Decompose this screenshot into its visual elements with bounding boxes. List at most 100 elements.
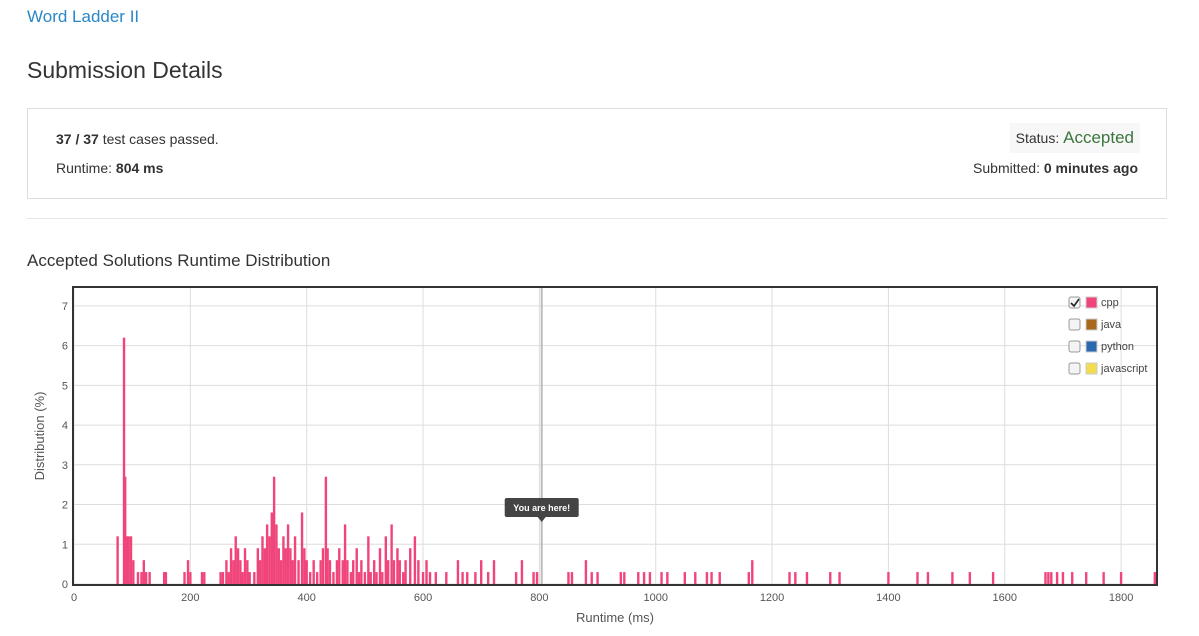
x-tick-label: 800 [530, 592, 548, 604]
bar [277, 548, 280, 584]
legend-checkbox[interactable] [1068, 362, 1081, 375]
submitted-value: 0 minutes ago [1043, 160, 1138, 176]
bar [456, 560, 460, 584]
bar [148, 572, 151, 584]
bar [116, 536, 119, 584]
bar [916, 572, 919, 584]
details-box: 37 / 37 test cases passed. Runtime: 804 … [27, 108, 1167, 199]
bar [1084, 572, 1088, 584]
y-tick-label: 3 [62, 460, 68, 472]
bar [248, 572, 251, 584]
legend-label: javascript [1100, 363, 1147, 375]
bar [623, 572, 626, 584]
x-tick-label: 400 [298, 592, 316, 604]
bar [122, 337, 126, 584]
bar [404, 560, 407, 584]
legend-checkbox[interactable] [1068, 296, 1081, 309]
bar [335, 560, 339, 584]
page-title: Submission Details [27, 57, 223, 83]
bar [396, 548, 399, 584]
bar [1047, 572, 1050, 584]
bar [129, 536, 133, 584]
bar [532, 572, 535, 584]
bar [926, 572, 930, 584]
bar [144, 572, 148, 584]
bar [480, 560, 483, 584]
legend-item[interactable]: python [1068, 340, 1134, 353]
bar [282, 536, 285, 584]
bar [486, 572, 490, 584]
y-tick-label: 5 [62, 380, 68, 392]
plot-border [72, 286, 1158, 586]
bar [492, 560, 496, 584]
bar [279, 560, 283, 584]
bar [324, 476, 328, 584]
bar [319, 560, 322, 584]
bar [239, 560, 242, 584]
legend-swatch [1085, 318, 1098, 331]
bar [308, 572, 312, 584]
legend-item[interactable]: java [1068, 318, 1122, 331]
bar [1119, 572, 1123, 584]
bar [991, 572, 995, 584]
bar [747, 572, 750, 584]
bar [398, 560, 401, 584]
bar [219, 572, 222, 584]
total: 37 [83, 131, 99, 147]
bar [321, 548, 325, 584]
legend-item[interactable]: cpp [1068, 296, 1119, 309]
bar [293, 536, 297, 584]
bar [710, 572, 713, 584]
bar [227, 572, 230, 584]
y-tick-label: 1 [62, 539, 68, 551]
legend-checkbox[interactable] [1068, 340, 1081, 353]
bar [417, 560, 420, 584]
bar [369, 572, 372, 584]
legend-swatch [1085, 340, 1098, 353]
bar [232, 560, 235, 584]
bar [461, 572, 464, 584]
x-tick-label: 1000 [643, 592, 667, 604]
bar [386, 560, 390, 584]
bar [360, 560, 363, 584]
bar [186, 560, 190, 584]
bar [375, 572, 378, 584]
y-tick-label: 0 [62, 579, 68, 591]
divider [27, 218, 1167, 219]
bar [200, 572, 204, 584]
bar [520, 560, 524, 584]
bar [357, 572, 361, 584]
bar [637, 572, 640, 584]
legend-label: python [1101, 341, 1134, 353]
bar [514, 572, 518, 584]
bar [466, 572, 469, 584]
legend-item[interactable]: javascript [1068, 362, 1147, 375]
legend-swatch [1085, 296, 1098, 309]
bar [838, 572, 841, 584]
legend-checkbox[interactable] [1068, 318, 1081, 331]
bar [265, 524, 269, 584]
bar [367, 536, 370, 584]
tooltip-arrow [537, 517, 546, 522]
bar [1061, 572, 1065, 584]
bar [236, 548, 240, 584]
bar [164, 572, 168, 584]
y-axis-label: Distribution (%) [32, 392, 47, 481]
bar [474, 572, 477, 584]
bar [297, 560, 300, 584]
bar [596, 572, 599, 584]
bar [535, 572, 539, 584]
submitted-label: Submitted: [973, 160, 1040, 176]
bar [268, 536, 271, 584]
bar [338, 548, 341, 584]
bar [1071, 572, 1074, 584]
bar [132, 560, 135, 584]
x-axis-label: Runtime (ms) [576, 610, 654, 625]
bar [183, 572, 186, 584]
bar [140, 572, 143, 584]
bar [392, 560, 396, 584]
bar [258, 560, 262, 584]
problem-link[interactable]: Word Ladder II [27, 7, 140, 26]
bar [619, 572, 623, 584]
bar [189, 572, 192, 584]
